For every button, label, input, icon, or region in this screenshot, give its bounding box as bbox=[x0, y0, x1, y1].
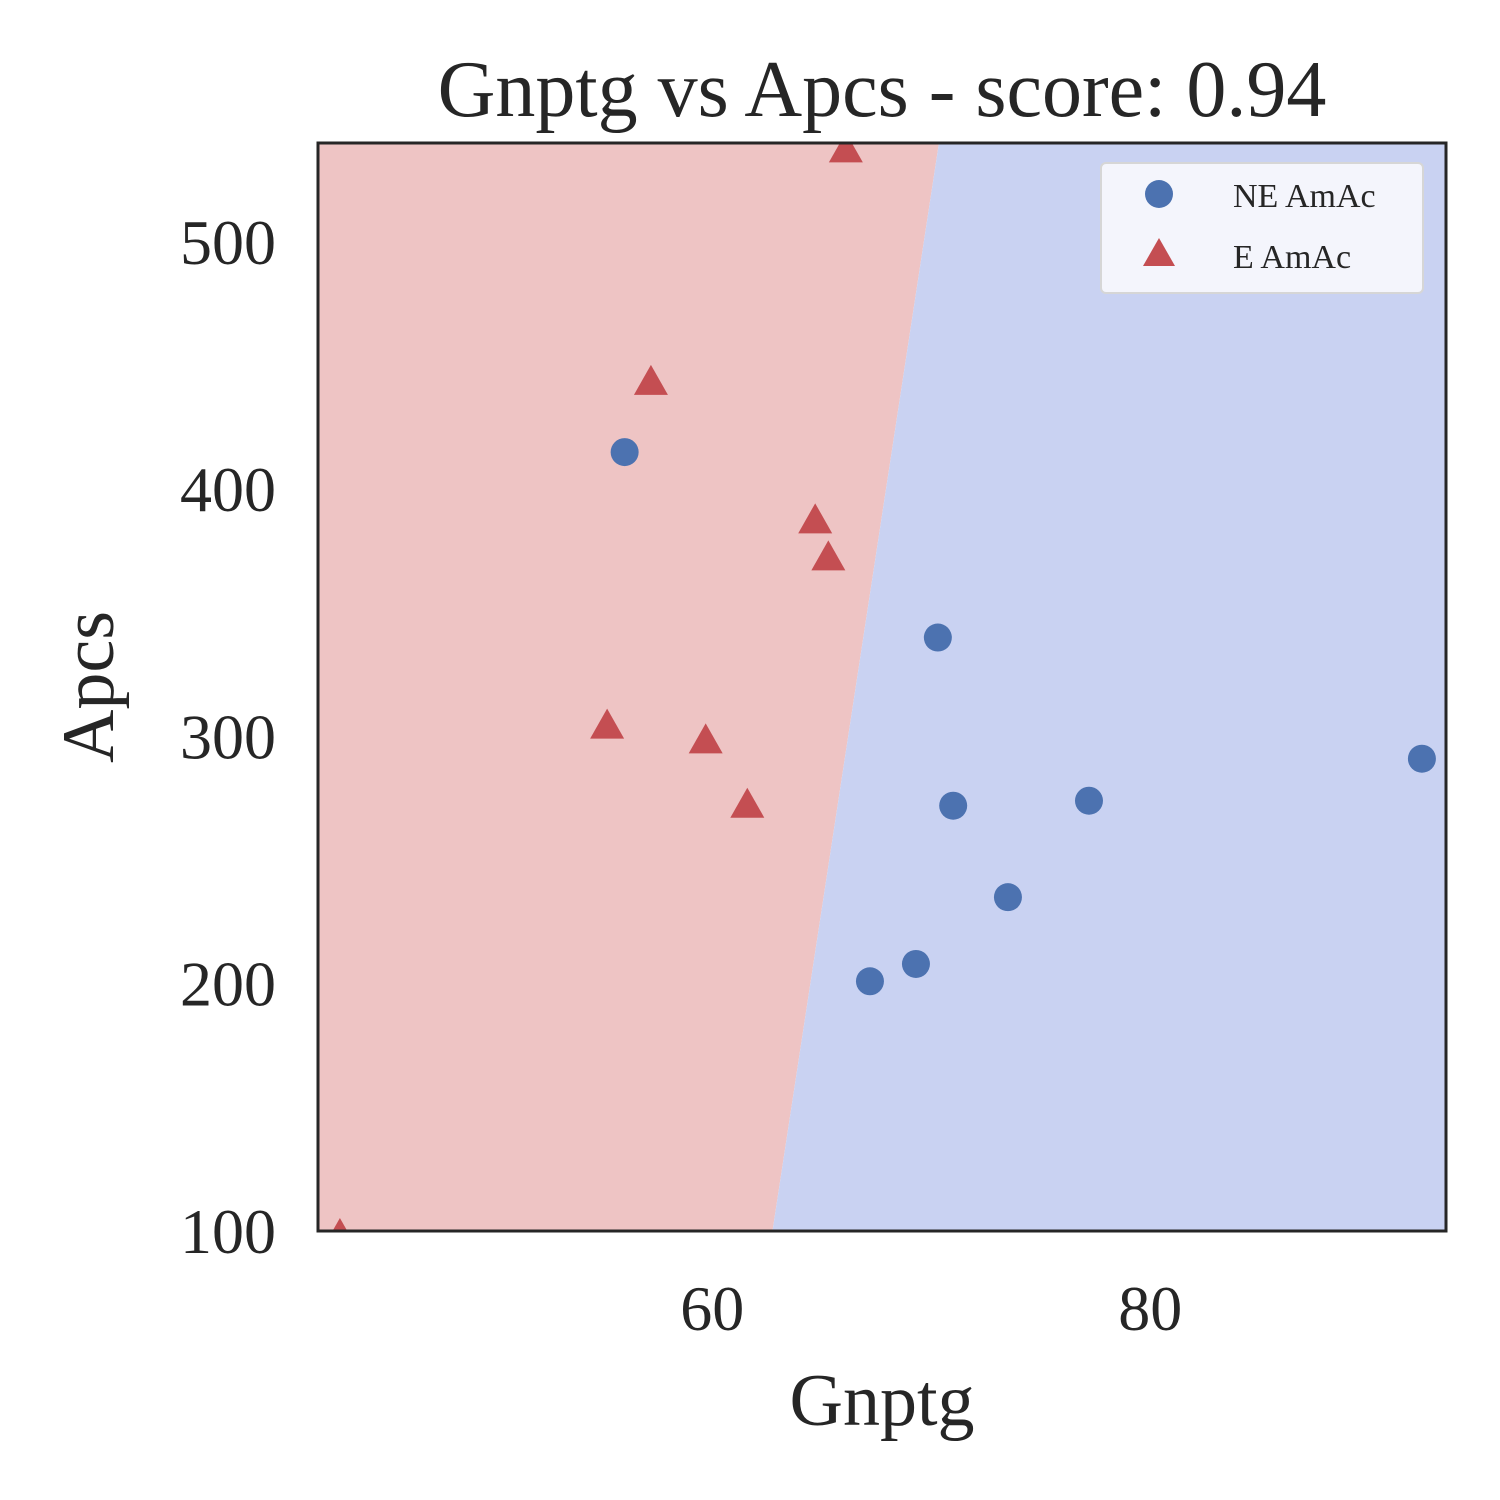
ne-amac-point-0 bbox=[610, 438, 639, 467]
y-tick-label-4: 500 bbox=[180, 207, 276, 278]
legend-marker-e-amac bbox=[1143, 238, 1175, 266]
y-tick-label-2: 300 bbox=[180, 701, 276, 772]
plot-frame bbox=[316, 141, 1448, 1233]
e-amac-point-1 bbox=[798, 503, 833, 534]
x-axis-label: Gnptg bbox=[790, 1360, 975, 1442]
x-tick-label-1: 80 bbox=[1118, 1273, 1182, 1344]
ne-amac-point-4 bbox=[993, 883, 1022, 912]
legend-label-ne-amac: NE AmAc bbox=[1233, 178, 1376, 215]
y-tick-label-1: 200 bbox=[180, 949, 276, 1020]
y-tick-label-0: 100 bbox=[180, 1196, 276, 1267]
ne-amac-point-5 bbox=[901, 949, 930, 978]
chart-title: Gnptg vs Apcs - score: 0.94 bbox=[438, 46, 1327, 134]
x-ticks: 60 80 bbox=[680, 1273, 1182, 1344]
e-amac-point-0 bbox=[633, 364, 668, 395]
data-points bbox=[332, 143, 1436, 1231]
e-amac-point-5 bbox=[730, 787, 765, 818]
y-tick-label-3: 400 bbox=[180, 454, 276, 525]
legend-box bbox=[1100, 162, 1424, 294]
plot-area bbox=[318, 143, 1446, 1231]
e-amac-point-2 bbox=[811, 540, 846, 571]
ne-amac-point-3 bbox=[1074, 786, 1103, 815]
e-amac-point-6 bbox=[828, 143, 863, 163]
legend: NE AmAc E AmAc bbox=[1100, 162, 1424, 294]
ne-amac-point-1 bbox=[923, 623, 952, 652]
x-tick-label-0: 60 bbox=[680, 1273, 744, 1344]
y-axis-label: Apcs bbox=[48, 611, 130, 763]
y-ticks: 100 200 300 400 500 bbox=[180, 207, 276, 1267]
region-e-amac bbox=[318, 143, 939, 1231]
e-amac-point-7 bbox=[332, 1217, 348, 1231]
e-amac-point-3 bbox=[590, 708, 625, 739]
region-ne-amac bbox=[772, 143, 1446, 1231]
legend-marker-ne-amac bbox=[1145, 180, 1173, 208]
ne-amac-point-7 bbox=[1407, 744, 1436, 773]
ne-amac-point-6 bbox=[855, 967, 884, 996]
legend-label-e-amac: E AmAc bbox=[1233, 239, 1351, 276]
ne-amac-point-2 bbox=[939, 791, 968, 820]
e-amac-point-4 bbox=[688, 723, 723, 754]
